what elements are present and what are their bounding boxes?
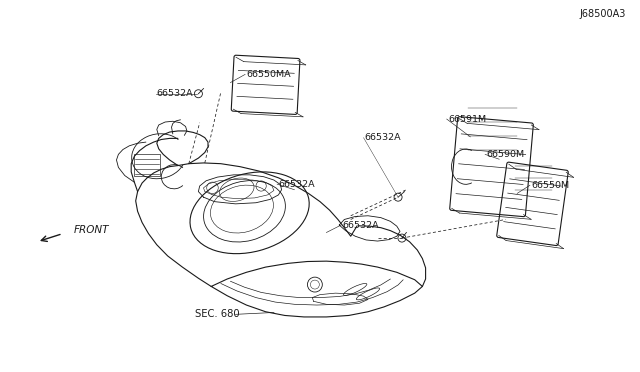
Bar	[134, 154, 160, 176]
Text: 66550M: 66550M	[531, 181, 570, 190]
Text: 66550MA: 66550MA	[246, 70, 291, 79]
Text: J68500A3: J68500A3	[580, 9, 626, 19]
Circle shape	[394, 193, 402, 201]
Text: 66532A: 66532A	[342, 221, 379, 230]
Text: 66532A: 66532A	[365, 133, 401, 142]
Text: 66591M: 66591M	[448, 115, 486, 124]
Text: 66532A: 66532A	[278, 180, 315, 189]
Text: 66532A: 66532A	[157, 89, 193, 97]
Circle shape	[398, 234, 406, 242]
Circle shape	[195, 90, 202, 98]
Text: SEC. 680: SEC. 680	[195, 310, 240, 319]
Text: 66590M: 66590M	[486, 150, 525, 159]
Text: FRONT: FRONT	[74, 225, 109, 235]
